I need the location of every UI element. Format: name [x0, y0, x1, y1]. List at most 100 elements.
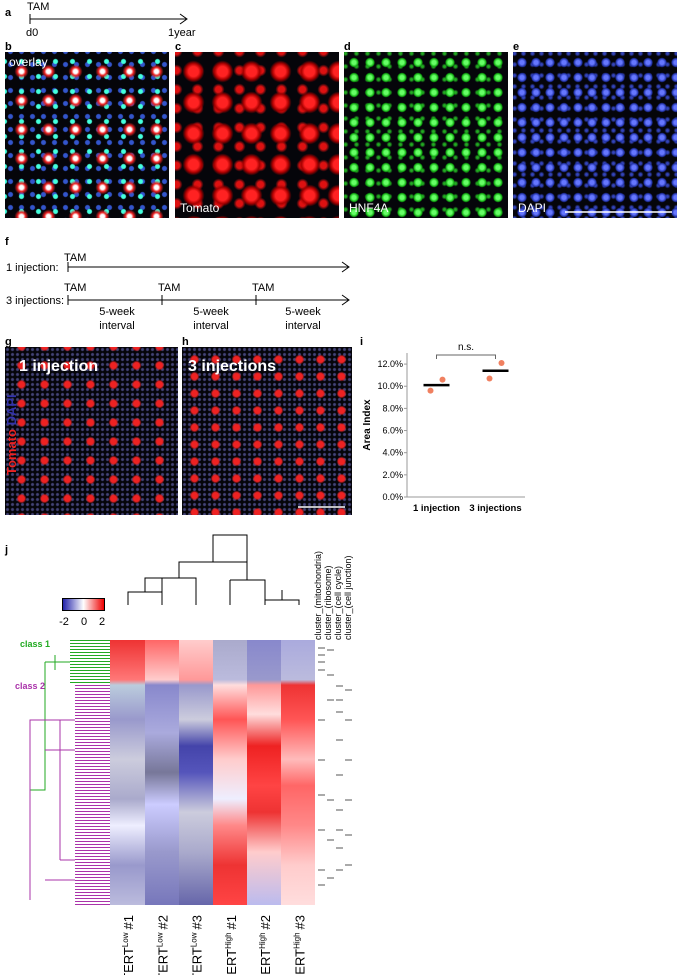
section-3-injections — [182, 347, 352, 515]
tam-label: TAM — [158, 282, 180, 294]
significance-bracket — [436, 354, 496, 359]
column-labels: TERTLow#1TERTLow#2TERTLow#3TERTHigh#1TER… — [121, 915, 308, 975]
cluster-label: cluster_(mitochondria) — [313, 551, 323, 640]
column-label-id: #3 — [293, 915, 308, 929]
y-tick-label: 6.0% — [382, 426, 403, 436]
section-label: 1 injection — [19, 358, 98, 375]
panel-label: e — [513, 41, 519, 53]
column-label-sup: Low — [121, 932, 130, 947]
interval: interval — [285, 320, 320, 332]
panel-label: d — [344, 41, 351, 53]
dendrogram-leaves — [70, 640, 110, 685]
micrograph-hnf4a — [344, 52, 508, 218]
cluster-label: cluster_(ribosome) — [323, 565, 333, 640]
data-point — [427, 387, 434, 394]
column-label-base: TERT — [293, 949, 308, 975]
tam-label: TAM — [64, 282, 86, 294]
y-tick-label: 10.0% — [377, 381, 403, 391]
tam-label: TAM — [252, 282, 274, 294]
panel-label: f — [5, 236, 9, 248]
section-1-injection — [5, 347, 178, 515]
stain-label: DAPI — [4, 394, 19, 425]
stain-label: Tomato — [4, 429, 19, 475]
micrograph-overlay — [5, 52, 169, 218]
image-label: Tomato — [180, 201, 220, 215]
image-label: HNF4A — [349, 201, 388, 215]
column-label-sup: Low — [190, 932, 199, 947]
column-label-base: TERT — [121, 947, 136, 975]
chart-i: Area Index 0.0% 2.0% 4.0% 6.0% 8.0% 10.0% 12.0… — [362, 342, 525, 514]
column-label-base: TERT — [190, 947, 205, 975]
micrograph-tomato — [175, 52, 339, 218]
cluster-marks — [318, 647, 352, 886]
dendrogram-leaves — [75, 685, 110, 905]
y-axis-label: Area Index — [362, 399, 373, 451]
column-label-base: TERT — [258, 949, 273, 975]
column-label-id: #1 — [121, 915, 136, 929]
column-label: TERTLow #3 — [190, 915, 205, 975]
image-label: overlay — [9, 55, 48, 69]
heatmap-col — [213, 640, 247, 905]
x-tick-label: 3 injections — [469, 503, 521, 514]
column-label-sup: High — [293, 932, 302, 948]
cluster-label: cluster_(cell junction) — [343, 555, 353, 640]
svg-text:Tomato DAPI: Tomato DAPI — [4, 394, 19, 475]
column-label: TERTHigh #1 — [224, 915, 239, 975]
arrowhead — [341, 294, 350, 306]
y-tick-label: 0.0% — [382, 492, 403, 502]
arrowhead — [179, 13, 188, 25]
panel-label: h — [182, 336, 189, 348]
colorbar-label: 0 — [81, 616, 87, 628]
panel-label: a — [5, 7, 12, 19]
micrograph-dapi — [513, 52, 677, 218]
annotation: n.s. — [458, 342, 474, 353]
heatmap-col — [110, 640, 145, 905]
x-tick-label: 1 injection — [413, 503, 460, 514]
data-point — [486, 375, 493, 382]
panel-label: i — [360, 336, 363, 348]
column-label-base: TERT — [155, 947, 170, 975]
column-label-id: #3 — [190, 915, 205, 929]
colorbar-label: 2 — [99, 616, 105, 628]
interval: 5-week — [285, 306, 321, 318]
column-label-base: TERT — [224, 949, 239, 975]
y-tick-label: 4.0% — [382, 448, 403, 458]
section-label: 3 injections — [188, 358, 276, 375]
heatmap-col — [247, 640, 281, 905]
data-point — [498, 359, 505, 366]
timeline-end: 1year — [168, 27, 196, 39]
column-label: TERTHigh #2 — [258, 915, 273, 975]
column-label: TERTHigh #3 — [293, 915, 308, 975]
y-tick-label: 8.0% — [382, 403, 403, 413]
interval: 5-week — [99, 306, 135, 318]
column-label-sup: Low — [155, 932, 164, 947]
heatmap-col — [281, 640, 315, 905]
panel-label: c — [175, 41, 181, 53]
y-tick-label: 12.0% — [377, 359, 403, 369]
panel-label: b — [5, 41, 12, 53]
heatmap-col — [179, 640, 213, 905]
heatmap-col — [145, 640, 179, 905]
row-dendrogram — [30, 655, 70, 791]
image-label: DAPI — [518, 201, 546, 215]
row-label: 1 injection: — [6, 262, 59, 274]
class-label: class 2 — [15, 681, 45, 691]
panel-label: g — [5, 336, 12, 348]
column-label: TERTLow #1 — [121, 915, 136, 975]
column-label: TERTLow #2 — [155, 915, 170, 975]
row-dendrogram — [29, 719, 75, 900]
column-label-sup: High — [224, 932, 233, 948]
column-dendrogram — [127, 534, 300, 605]
tam-label: TAM — [64, 252, 86, 264]
interval: 5-week — [193, 306, 229, 318]
cluster-label: cluster_(cell cycle) — [333, 566, 343, 640]
column-label-id: #2 — [155, 915, 170, 929]
column-label-id: #1 — [224, 915, 239, 929]
colorbar — [62, 598, 105, 611]
y-tick-label: 2.0% — [382, 470, 403, 480]
tam-label: TAM — [27, 1, 49, 13]
column-label-sup: High — [258, 932, 267, 948]
data-point — [439, 376, 446, 383]
